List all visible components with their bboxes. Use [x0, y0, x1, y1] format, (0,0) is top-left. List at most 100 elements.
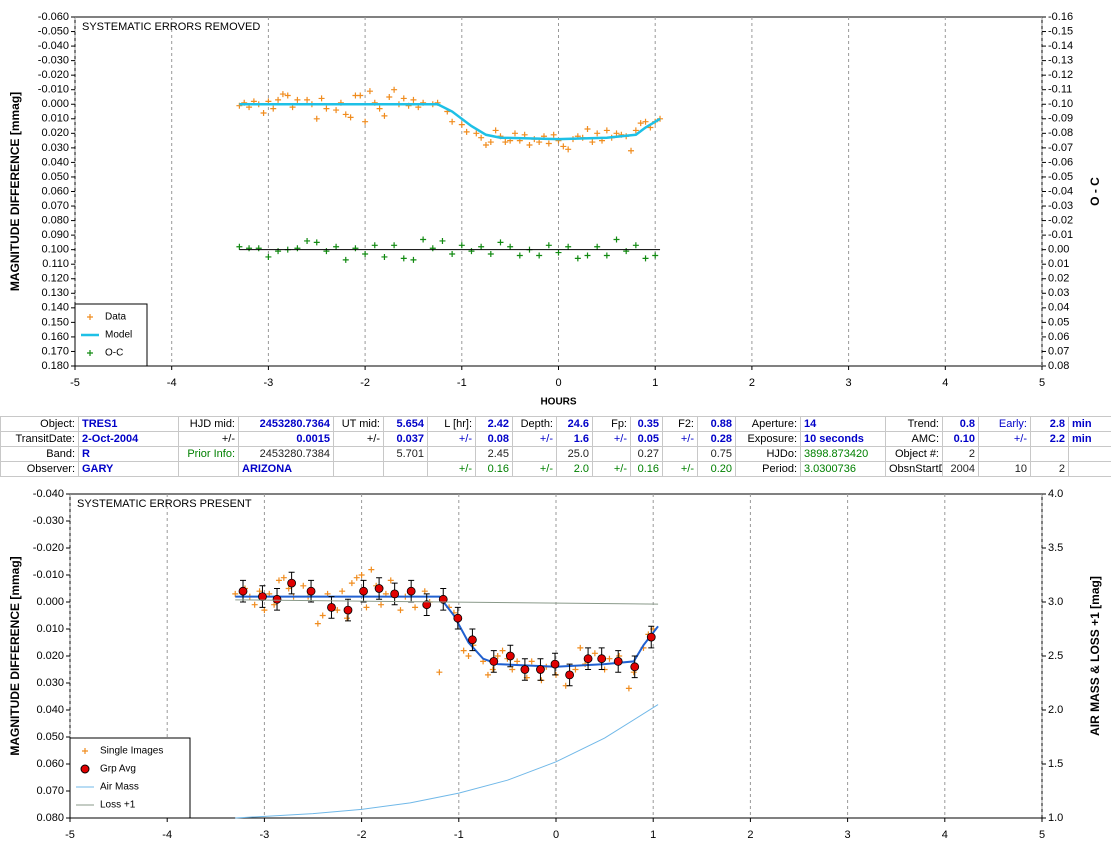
data-point [251, 601, 258, 608]
table-cell: Prior Info: [178, 446, 239, 462]
table-row: Observer: GARY ARIZONA +/- 0.16 +/- 2.0 +/- 0.16… [0, 461, 1111, 477]
data-point [420, 236, 427, 243]
group-average [565, 670, 575, 680]
data-point [400, 95, 407, 102]
y-tick-label: 0.050 [36, 731, 64, 743]
table-cell: AMC: [885, 431, 943, 447]
data-point [478, 134, 485, 141]
data-point [487, 251, 494, 258]
data-point [352, 245, 359, 252]
group-average [489, 657, 499, 666]
x-tick-label: -2 [360, 377, 370, 389]
x-tick-label: -3 [264, 377, 274, 389]
table-row: Object: TRES1 HJD mid: 2453280.7364 UT mid: 5… [0, 416, 1111, 432]
data-point [652, 252, 659, 259]
group-average [505, 651, 515, 661]
y-tick-label: 0.170 [41, 345, 69, 357]
parameter-table: Object: TRES1 HJD mid: 2453280.7364 UT mid: 5… [0, 416, 1111, 477]
data-point [333, 107, 340, 114]
data-point [436, 669, 443, 676]
y2-tick-label: 0.06 [1048, 331, 1069, 343]
data-point [368, 566, 375, 573]
legend-swatch [87, 314, 93, 320]
data-point [628, 147, 635, 154]
y2-tick-label: -0.08 [1048, 127, 1073, 139]
data-point [357, 92, 364, 99]
table-row: TransitDate: 2-Oct-2004 +/- 0.0015 +/- 0.037 +… [0, 431, 1111, 447]
data-point [314, 620, 321, 627]
data-point [275, 577, 282, 584]
data-point [294, 96, 301, 103]
table-cell: min [1068, 416, 1111, 432]
series-line [235, 704, 659, 819]
table-cell [333, 461, 384, 477]
y-tick-label: -0.040 [33, 488, 64, 500]
data-point [294, 245, 301, 252]
table-cell: +/- [512, 431, 557, 447]
table-cell: +/- [178, 431, 239, 447]
data-point [487, 139, 494, 146]
data-point [386, 93, 393, 100]
data-point [514, 658, 521, 665]
y-tick-label: 0.010 [41, 113, 69, 125]
legend-label: Loss +1 [100, 800, 136, 811]
table-cell: L [hr]: [427, 416, 476, 432]
data-point [347, 114, 354, 121]
legend-label: Model [105, 330, 132, 341]
data-point [410, 96, 417, 103]
y-tick-label: -0.020 [33, 542, 64, 554]
data-point [577, 644, 584, 651]
table-cell [1068, 446, 1111, 462]
data-point [279, 91, 286, 98]
data-point [304, 237, 311, 244]
table-cell: min [1068, 431, 1111, 447]
data-point [526, 141, 533, 148]
y-tick-label: 0.120 [41, 273, 69, 285]
y-tick-label: 0.080 [36, 812, 64, 824]
legend-swatch [82, 748, 88, 754]
x-tick-label: 3 [845, 829, 851, 841]
table-cell: +/- [978, 431, 1031, 447]
table-cell: 0.20 [697, 461, 736, 477]
table-cell: 0.28 [697, 431, 736, 447]
y-tick-label: 0.060 [36, 758, 64, 770]
data-point [391, 242, 398, 249]
table-cell: 2.42 [475, 416, 513, 432]
x-tick-label: 4 [942, 829, 948, 841]
y2-tick-label: -0.14 [1048, 40, 1073, 52]
table-cell: 0.0015 [238, 431, 334, 447]
table-cell: 2.8 [1030, 416, 1069, 432]
y-tick-label: 0.040 [36, 704, 64, 716]
table-cell: TRES1 [78, 416, 179, 432]
y-tick-label: 0.140 [41, 302, 69, 314]
data-point [502, 139, 509, 146]
data-point [378, 601, 385, 608]
data-point [489, 666, 496, 673]
x-tick-label: 1 [652, 377, 658, 389]
data-point [584, 125, 591, 132]
data-point [381, 112, 388, 119]
table-cell: TransitDate: [0, 431, 79, 447]
data-point [555, 249, 562, 256]
data-point [560, 143, 567, 150]
data-point [348, 580, 355, 587]
table-cell: +/- [333, 431, 384, 447]
table-cell: HJDo: [735, 446, 801, 462]
table-cell: 0.35 [630, 416, 663, 432]
data-point [565, 243, 572, 250]
data-point [499, 647, 506, 654]
data-point [458, 121, 465, 128]
group-average [468, 635, 477, 645]
group-average [258, 592, 267, 601]
data-point [313, 115, 320, 122]
table-cell: ARIZONA [238, 461, 334, 477]
y2-tick-label: 0.07 [1048, 345, 1069, 357]
y-tick-label: -0.010 [33, 569, 64, 581]
table-cell: 0.88 [697, 416, 736, 432]
y2-tick-label: 1.5 [1048, 758, 1063, 770]
data-point [606, 655, 613, 662]
data-point [280, 574, 287, 581]
table-cell [592, 446, 631, 462]
table-cell: 2453280.7364 [238, 416, 334, 432]
y2-tick-label: 0.04 [1048, 302, 1069, 314]
